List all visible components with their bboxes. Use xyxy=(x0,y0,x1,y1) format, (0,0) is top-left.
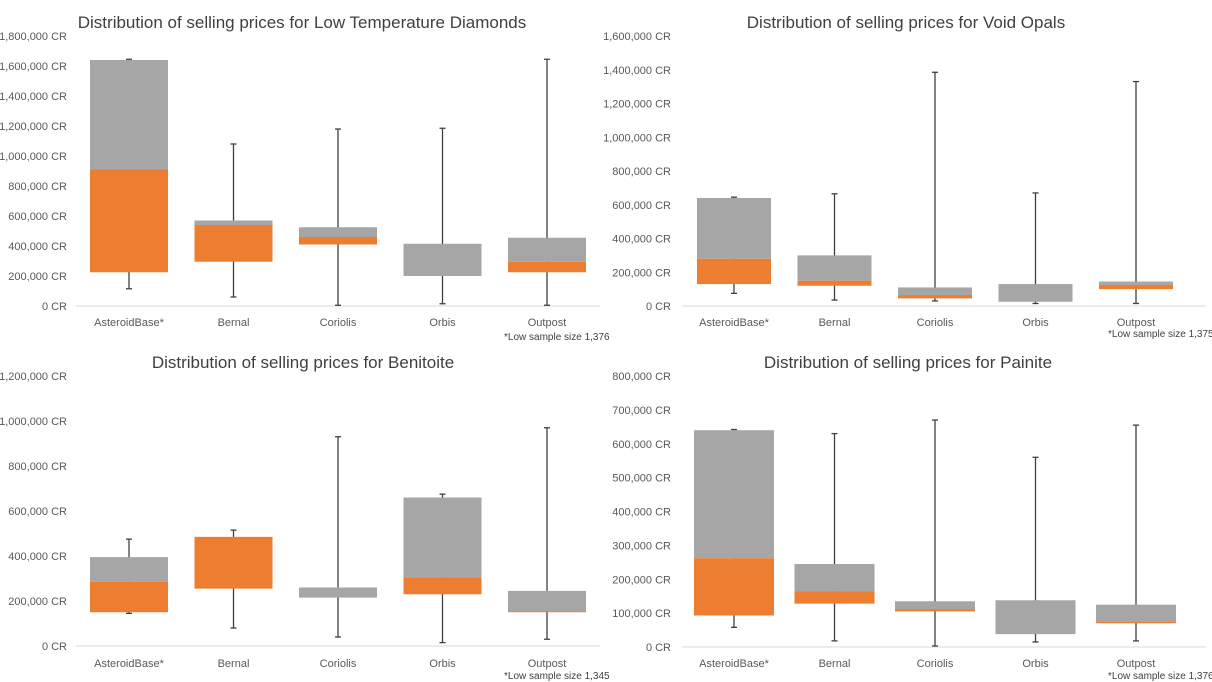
box-upper-segment xyxy=(1099,281,1173,285)
box-upper-segment xyxy=(898,287,972,296)
y-tick-label: 1,000,000 CR xyxy=(0,416,67,428)
box-lower-segment xyxy=(90,581,168,613)
box-lower-segment xyxy=(697,258,771,285)
y-tick-label: 600,000 CR xyxy=(612,439,671,451)
box-upper-segment xyxy=(90,60,168,170)
y-tick-label: 700,000 CR xyxy=(612,405,671,417)
category-label: AsteroidBase* xyxy=(94,317,164,329)
y-tick-label: 200,000 CR xyxy=(612,574,671,586)
y-tick-label: 0 CR xyxy=(646,301,671,313)
sample-size-note: *Low sample size 1,376 xyxy=(1108,671,1212,682)
box-lower-segment xyxy=(794,591,875,604)
box-lower-segment xyxy=(508,261,586,273)
sample-size-note: *Low sample size 1,345 xyxy=(504,671,610,682)
box-upper-segment xyxy=(403,243,482,276)
box-lower-segment xyxy=(694,558,774,616)
category-label: AsteroidBase* xyxy=(94,658,164,670)
chart-title: Distribution of selling prices for Low T… xyxy=(78,13,527,32)
box-lower-segment xyxy=(403,577,482,595)
category-label: Outpost xyxy=(528,658,567,670)
box-lower-segment xyxy=(797,280,872,286)
box-lower-segment xyxy=(194,225,273,262)
box-upper-segment xyxy=(403,497,482,578)
category-label: Outpost xyxy=(528,317,567,329)
category-label: Outpost xyxy=(1117,658,1156,670)
sample-size-note: *Low sample size 1,376 xyxy=(504,332,610,343)
y-tick-label: 0 CR xyxy=(42,301,67,313)
category-label: Bernal xyxy=(819,658,851,670)
category-label: Outpost xyxy=(1117,317,1156,329)
box-lower-segment xyxy=(194,536,273,589)
category-label: Coriolis xyxy=(320,658,357,670)
box-lower-segment xyxy=(90,169,168,273)
box-lower-segment xyxy=(1099,284,1173,290)
box-upper-segment xyxy=(995,600,1076,635)
y-tick-label: 1,600,000 CR xyxy=(0,61,67,73)
box-upper-segment xyxy=(299,227,377,237)
chart-title: Distribution of selling prices for Paini… xyxy=(764,353,1052,372)
box-lower-segment xyxy=(299,237,377,245)
y-tick-label: 800,000 CR xyxy=(612,166,671,178)
category-label: Bernal xyxy=(218,658,250,670)
box-upper-segment xyxy=(508,237,586,262)
y-tick-label: 0 CR xyxy=(646,642,671,654)
y-tick-label: 1,000,000 CR xyxy=(0,151,67,163)
y-tick-label: 1,600,000 CR xyxy=(603,31,671,43)
sample-size-note: *Low sample size 1,375 xyxy=(1108,329,1212,340)
y-tick-label: 0 CR xyxy=(42,641,67,653)
box-lower-segment xyxy=(508,611,586,613)
y-tick-label: 600,000 CR xyxy=(612,200,671,212)
y-tick-label: 300,000 CR xyxy=(612,540,671,552)
category-label: Bernal xyxy=(819,317,851,329)
y-tick-label: 500,000 CR xyxy=(612,473,671,485)
y-tick-label: 600,000 CR xyxy=(8,506,67,518)
y-tick-label: 100,000 CR xyxy=(612,608,671,620)
y-tick-label: 200,000 CR xyxy=(8,596,67,608)
box-upper-segment xyxy=(694,430,774,559)
y-tick-label: 800,000 CR xyxy=(612,371,671,383)
y-tick-label: 400,000 CR xyxy=(8,551,67,563)
box-upper-segment xyxy=(797,255,872,281)
y-tick-label: 1,200,000 CR xyxy=(603,99,671,111)
category-label: Orbis xyxy=(1022,317,1049,329)
chart-title: Distribution of selling prices for Benit… xyxy=(152,353,454,372)
box-upper-segment xyxy=(998,284,1073,302)
category-label: AsteroidBase* xyxy=(699,658,769,670)
y-tick-label: 800,000 CR xyxy=(8,181,67,193)
y-tick-label: 400,000 CR xyxy=(612,507,671,519)
box-upper-segment xyxy=(194,220,273,225)
y-tick-label: 1,400,000 CR xyxy=(603,65,671,77)
box-upper-segment xyxy=(895,601,975,610)
y-tick-label: 600,000 CR xyxy=(8,211,67,223)
y-tick-label: 400,000 CR xyxy=(612,234,671,246)
category-label: Orbis xyxy=(429,317,456,329)
category-label: Coriolis xyxy=(320,317,357,329)
category-label: Coriolis xyxy=(917,658,954,670)
y-tick-label: 200,000 CR xyxy=(8,271,67,283)
y-tick-label: 400,000 CR xyxy=(8,241,67,253)
box-lower-segment xyxy=(898,295,972,299)
y-tick-label: 1,200,000 CR xyxy=(0,121,67,133)
category-label: Orbis xyxy=(1022,658,1049,670)
category-label: Orbis xyxy=(429,658,456,670)
y-tick-label: 1,400,000 CR xyxy=(0,91,67,103)
chart-title: Distribution of selling prices for Void … xyxy=(747,13,1065,32)
box-upper-segment xyxy=(90,557,168,582)
y-tick-label: 200,000 CR xyxy=(612,267,671,279)
category-label: Coriolis xyxy=(917,317,954,329)
box-lower-segment xyxy=(895,609,975,612)
y-tick-label: 800,000 CR xyxy=(8,461,67,473)
box-lower-segment xyxy=(1096,621,1176,624)
box-upper-segment xyxy=(1096,604,1176,622)
box-upper-segment xyxy=(697,198,771,259)
category-label: Bernal xyxy=(218,317,250,329)
y-tick-label: 1,800,000 CR xyxy=(0,31,67,43)
y-tick-label: 1,000,000 CR xyxy=(603,132,671,144)
y-tick-label: 1,200,000 CR xyxy=(0,371,67,383)
box-upper-segment xyxy=(299,587,377,598)
box-upper-segment xyxy=(508,590,586,612)
category-label: AsteroidBase* xyxy=(699,317,769,329)
box-upper-segment xyxy=(794,564,875,592)
